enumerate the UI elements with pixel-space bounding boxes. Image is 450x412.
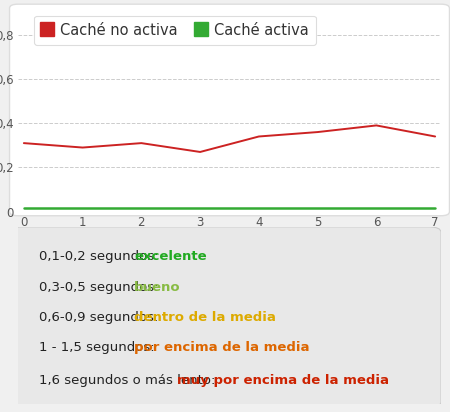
- Text: muy por encima de la media: muy por encima de la media: [176, 374, 389, 387]
- Text: 1,6 segundos o más lento:: 1,6 segundos o más lento:: [39, 374, 220, 387]
- Text: 0,1-0,2 segundos:: 0,1-0,2 segundos:: [39, 250, 163, 263]
- Text: 1 - 1,5 segundos:: 1 - 1,5 segundos:: [39, 341, 159, 353]
- Legend: Caché no activa, Caché activa: Caché no activa, Caché activa: [34, 16, 316, 45]
- Text: bueno: bueno: [134, 281, 181, 293]
- Text: 0,6-0,9 segundos:: 0,6-0,9 segundos:: [39, 311, 162, 323]
- FancyBboxPatch shape: [9, 227, 441, 407]
- FancyBboxPatch shape: [9, 4, 450, 216]
- Text: por encima de la media: por encima de la media: [134, 341, 310, 353]
- Text: 0,3-0,5 segundos:: 0,3-0,5 segundos:: [39, 281, 163, 293]
- Text: dentro de la media: dentro de la media: [134, 311, 276, 323]
- X-axis label: HORAS: HORAS: [216, 230, 243, 239]
- Text: excelente: excelente: [134, 250, 207, 263]
